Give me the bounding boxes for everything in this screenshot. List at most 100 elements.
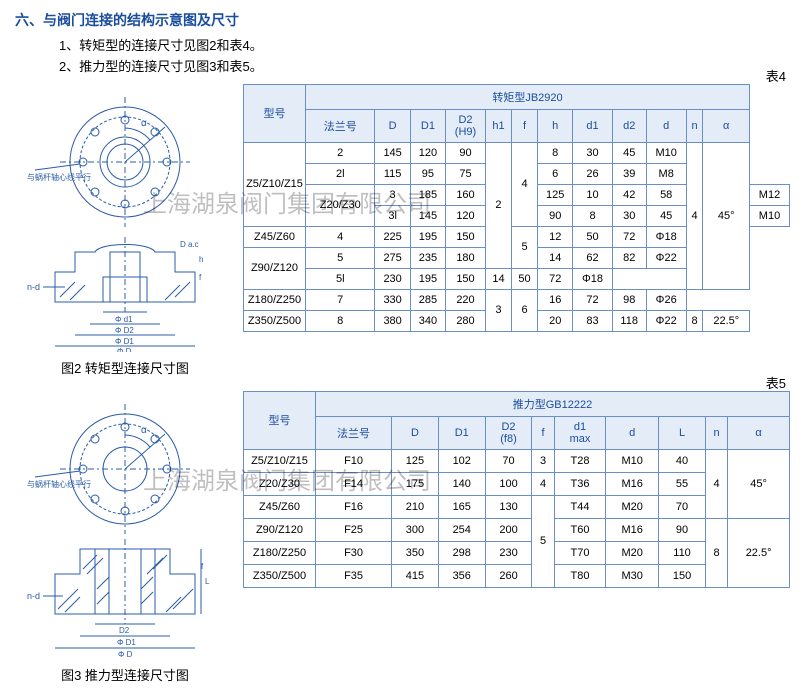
t4-cell: 22.5° [703, 310, 750, 331]
t4-cell: 39 [612, 163, 646, 184]
svg-text:Φ D: Φ D [118, 650, 133, 659]
t5-cell: Z90/Z120 [244, 518, 316, 541]
t5-cell: 100 [485, 472, 532, 495]
t4-col: h1 [485, 109, 511, 142]
t4-cell: 7 [306, 289, 375, 310]
t4-cell: 10 [573, 184, 612, 205]
t4-cell: 45 [612, 142, 646, 163]
t4-cell: 58 [646, 184, 686, 205]
svg-text:α: α [141, 425, 147, 436]
t4-col: d1 [573, 109, 612, 142]
t4-cell: Z45/Z60 [244, 226, 306, 247]
t5-cell: 300 [392, 518, 439, 541]
t5-cell: F25 [316, 518, 392, 541]
t4-cell: 72 [573, 289, 612, 310]
t4-cell: M10 [750, 205, 790, 226]
svg-text:D2: D2 [119, 626, 130, 635]
t4-group-header: 转矩型JB2920 [306, 84, 750, 109]
t5-cell: 200 [485, 518, 532, 541]
t4-cell: Z5/Z10/Z15 [244, 142, 306, 226]
table-4: 型号 转矩型JB2920 法兰号DD1D2(H9)h1fhd1d2dnα Z5/… [243, 84, 790, 332]
t5-model-header: 型号 [244, 391, 316, 449]
svg-text:D a.c: D a.c [180, 240, 199, 249]
t5-cell: T36 [554, 472, 606, 495]
t4-cell: 220 [446, 289, 486, 310]
t4-cell: 280 [446, 310, 486, 331]
t4-cell: 12 [538, 226, 573, 247]
table5-label: 表5 [766, 373, 786, 392]
t4-cell: 75 [446, 163, 486, 184]
t5-cell: F14 [316, 472, 392, 495]
t4-cell: 62 [573, 247, 612, 268]
t5-cell: M16 [606, 518, 659, 541]
t4-cell: 42 [612, 184, 646, 205]
svg-text:n-d: n-d [27, 282, 40, 292]
t4-cell: 4 [512, 142, 538, 226]
t4-cell: M10 [646, 142, 686, 163]
svg-text:Φ D1: Φ D1 [115, 337, 134, 346]
t5-cell: 125 [392, 449, 439, 472]
t4-cell: 90 [538, 205, 573, 226]
t5-cell: M20 [606, 495, 659, 518]
t5-cell: 140 [438, 472, 485, 495]
t4-cell: 3 [485, 289, 511, 331]
t4-cell: 2 [306, 142, 375, 163]
t5-col: d1max [554, 416, 606, 449]
t4-cell: 235 [410, 247, 445, 268]
svg-text:Φ D2: Φ D2 [115, 326, 134, 335]
t5-cell: F30 [316, 541, 392, 564]
t4-cell: 180 [446, 247, 486, 268]
t5-cell: Z350/Z500 [244, 564, 316, 587]
t5-cell: T70 [554, 541, 606, 564]
figure-2-caption: 图2 转矩型连接尺寸图 [61, 358, 189, 377]
t5-cell: 90 [659, 518, 706, 541]
t4-cell: 98 [612, 289, 646, 310]
t4-cell: 275 [375, 247, 410, 268]
t4-cell: 380 [375, 310, 410, 331]
t5-cell: F35 [316, 564, 392, 587]
t5-cell: T28 [554, 449, 606, 472]
t5-cell: 5 [532, 495, 554, 587]
t4-cell: 50 [573, 226, 612, 247]
t5-cell: 356 [438, 564, 485, 587]
t4-cell: 26 [573, 163, 612, 184]
t5-cell: 4 [705, 449, 727, 518]
t5-cell: F10 [316, 449, 392, 472]
t4-col: n [686, 109, 703, 142]
t4-cell: 185 [410, 184, 445, 205]
sub-line-2: 2、推力型的连接尺寸见图3和表5。 [59, 57, 790, 78]
t5-cell: 8 [705, 518, 727, 587]
t4-cell: 5l [306, 268, 375, 289]
svg-text:与蜗杆轴心线平行: 与蜗杆轴心线平行 [27, 479, 91, 489]
t4-cell: 4 [686, 142, 703, 289]
t5-cell: 415 [392, 564, 439, 587]
t5-cell: 130 [485, 495, 532, 518]
t4-cell: 145 [410, 205, 445, 226]
t4-cell: 8 [686, 310, 703, 331]
t4-cell: 340 [410, 310, 445, 331]
t5-col: f [532, 416, 554, 449]
t4-col: d2 [612, 109, 646, 142]
t4-col: α [703, 109, 750, 142]
t4-cell: 20 [538, 310, 573, 331]
t4-cell: Z90/Z120 [244, 247, 306, 289]
t5-cell: 40 [659, 449, 706, 472]
t4-cell: 150 [446, 268, 486, 289]
t5-cell: Z45/Z60 [244, 495, 316, 518]
t5-col: D [392, 416, 439, 449]
t4-cell: 230 [375, 268, 410, 289]
t5-cell: T80 [554, 564, 606, 587]
t4-col: D1 [410, 109, 445, 142]
t4-cell: 145 [375, 142, 410, 163]
t5-cell: M30 [606, 564, 659, 587]
t4-cell: 30 [573, 142, 612, 163]
t5-cell: T60 [554, 518, 606, 541]
t5-cell: Z5/Z10/Z15 [244, 449, 316, 472]
t5-cell: 55 [659, 472, 706, 495]
t5-cell: Z20/Z30 [244, 472, 316, 495]
t5-col: D1 [438, 416, 485, 449]
svg-text:f: f [199, 273, 202, 282]
t5-cell: Z180/Z250 [244, 541, 316, 564]
t4-cell: 83 [573, 310, 612, 331]
t5-cell: 210 [392, 495, 439, 518]
